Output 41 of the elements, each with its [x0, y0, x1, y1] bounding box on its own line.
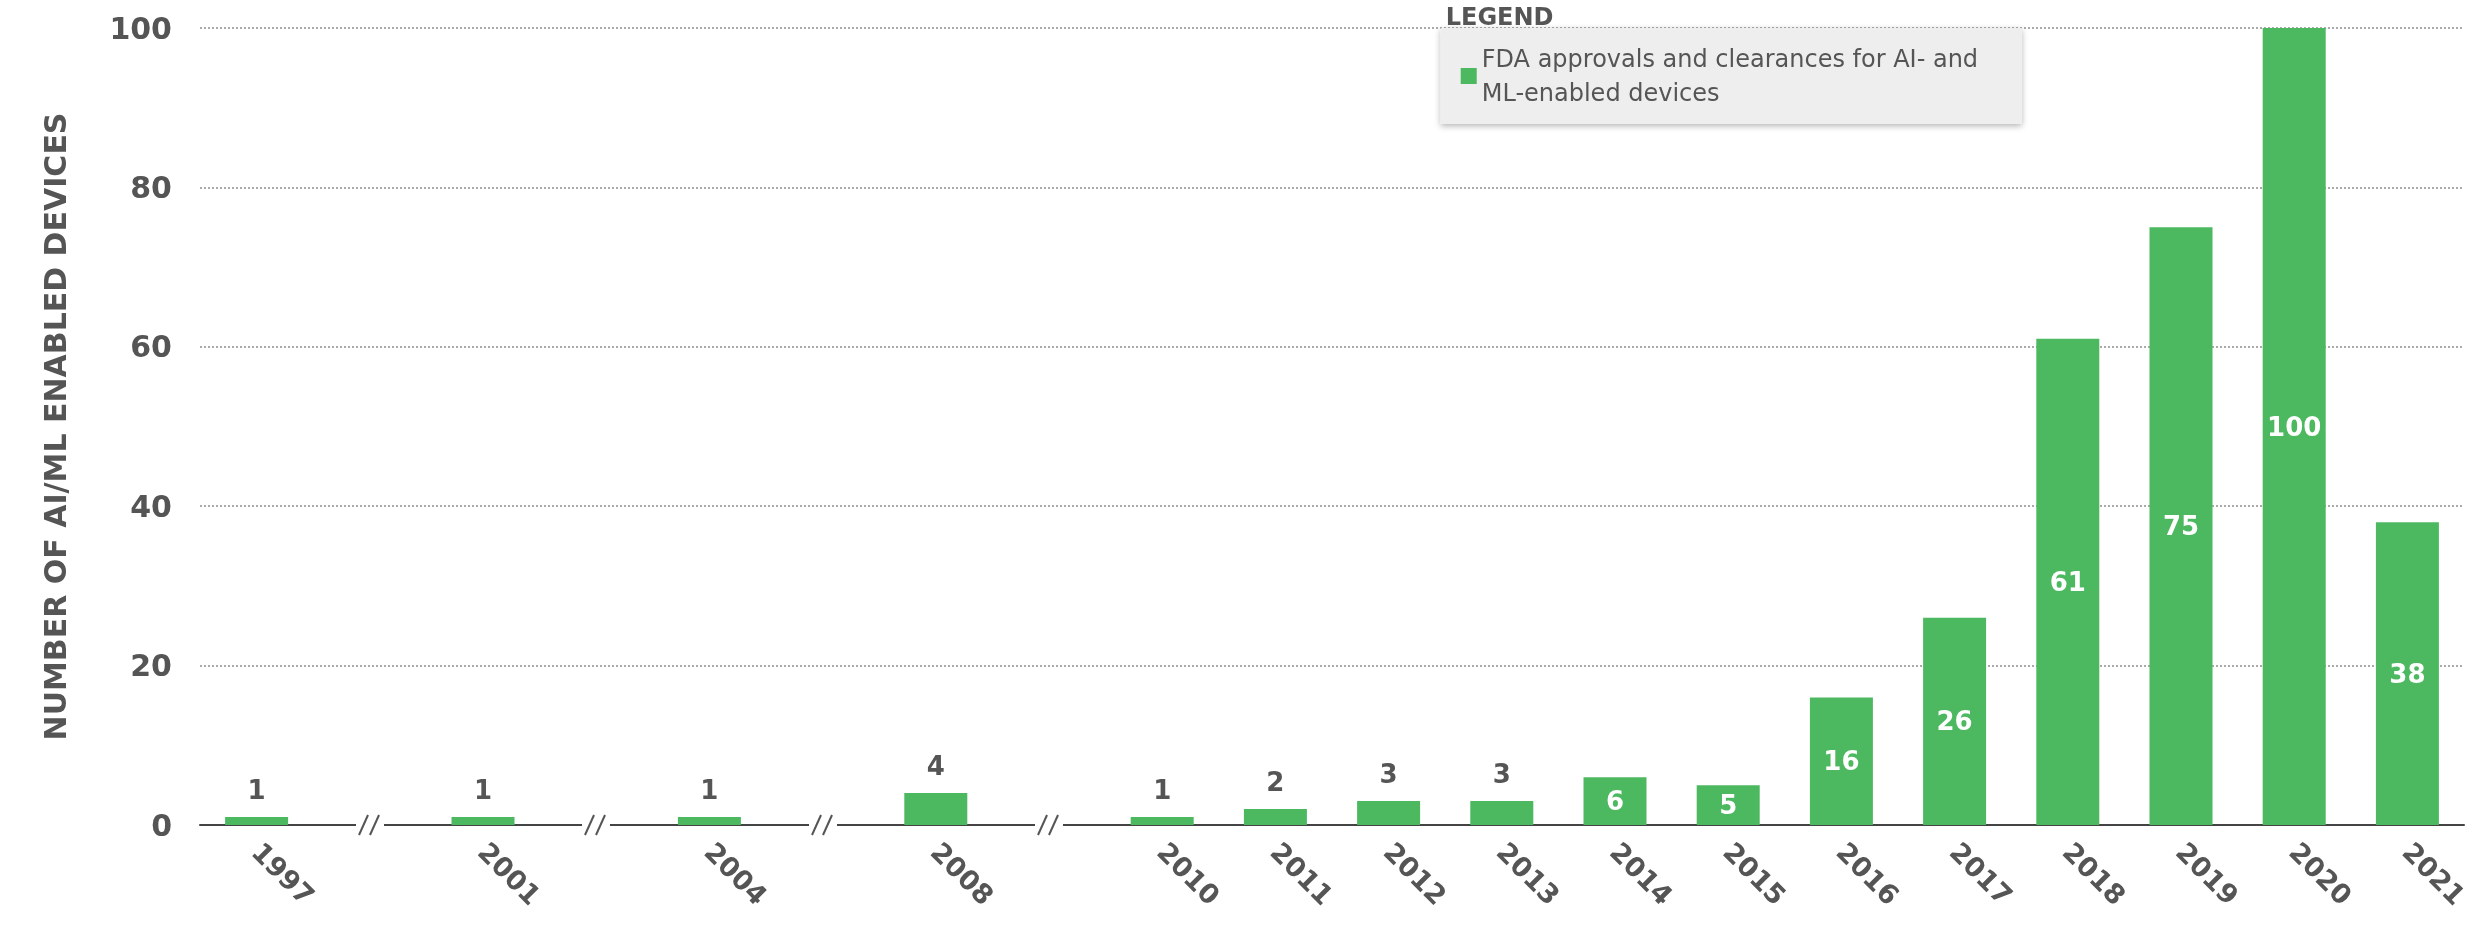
y-tick-label: 80 [130, 169, 172, 205]
bar [1696, 785, 1760, 825]
y-tick-label: 20 [130, 648, 172, 684]
bar [1130, 817, 1194, 825]
data-label: 1 [473, 775, 493, 806]
y-axis-title: NUMBER OF AI/ML ENABLED DEVICES [37, 112, 73, 741]
bar [2149, 227, 2213, 825]
data-label: 61 [2049, 566, 2086, 597]
y-tick-label: 40 [130, 488, 172, 524]
bar [1583, 777, 1647, 825]
bar [2036, 338, 2100, 825]
data-label: 6 [1605, 786, 1625, 817]
data-label: 100 [2267, 411, 2322, 442]
bar [1923, 617, 1987, 825]
data-label: 5 [1719, 790, 1738, 821]
bar [1809, 697, 1873, 825]
data-label: 75 [2162, 511, 2200, 542]
data-label: 3 [1379, 759, 1398, 790]
legend-label: FDA approvals and clearances for AI- and ML-enabled devices [1481, 45, 1986, 107]
y-tick-label: 0 [151, 807, 172, 843]
bar [904, 793, 968, 825]
data-label: 16 [1823, 746, 1860, 777]
data-label: 4 [926, 751, 945, 782]
data-label: 26 [1936, 706, 1973, 737]
data-label: 1 [700, 775, 719, 806]
bar [1243, 809, 1307, 825]
data-label: 2 [1266, 767, 1285, 798]
y-tick-label: 100 [109, 10, 172, 46]
y-tick-label: 60 [130, 329, 172, 365]
data-label: 3 [1492, 759, 1511, 790]
bar [2375, 522, 2439, 825]
data-label: 38 [2389, 658, 2426, 689]
bar [1470, 801, 1534, 825]
bar [225, 817, 289, 825]
data-label: 1 [1153, 775, 1172, 806]
bar [677, 817, 741, 825]
data-label: 1 [247, 775, 266, 806]
bar [1357, 801, 1421, 825]
bar [2262, 28, 2326, 825]
bar [451, 817, 515, 825]
legend-title: LEGEND [1445, 3, 1554, 31]
